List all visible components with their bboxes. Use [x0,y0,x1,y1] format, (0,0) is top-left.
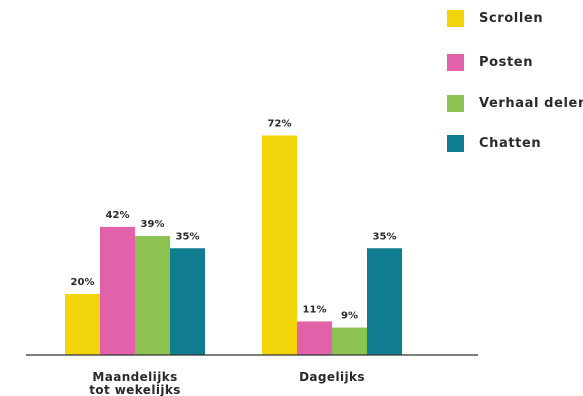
legend-item-scrollen: Scrollen [447,10,543,27]
legend-item-verhaal-delen: Verhaal delen [447,95,583,112]
legend-swatch-scrollen [447,10,464,27]
bars-group [65,135,402,355]
value-label-verhaal-delen-0: 39% [141,219,165,230]
value-label-chatten-0: 35% [176,231,200,242]
value-label-chatten-1: 35% [373,231,397,242]
category-label-0-line-1: tot wekelijks [89,383,181,396]
bar-chatten-0 [170,248,205,355]
value-label-verhaal-delen-1: 9% [341,311,358,322]
bar-posten-1 [297,321,332,355]
legend-label-verhaal-delen: Verhaal delen [479,96,583,111]
bar-scrollen-1 [262,135,297,355]
value-label-posten-0: 42% [106,210,130,221]
legend-label-scrollen: Scrollen [479,11,544,26]
value-label-posten-1: 11% [303,304,327,315]
legend-swatch-chatten [447,135,464,152]
bar-verhaal-delen-0 [135,236,170,355]
bar-scrollen-0 [65,294,100,355]
bar-posten-0 [100,226,135,355]
legend-swatch-posten [447,54,464,71]
value-label-scrollen-1: 72% [268,118,292,129]
legend-item-posten: Posten [447,54,533,71]
bar-verhaal-delen-1 [332,327,367,355]
value-label-scrollen-0: 20% [71,277,95,288]
value-labels-group: 20% 42% 39% 35% 72% 11% 9% 35% [71,118,397,321]
legend-label-chatten: Chatten [479,136,542,151]
category-label-1-line-0: Dagelijks [299,370,365,384]
bar-chatten-1 [367,248,402,355]
legend-label-posten: Posten [479,55,534,70]
legend-item-chatten: Chatten [447,135,541,152]
category-label-0-line-0: Maandelijks [92,370,177,384]
legend-swatch-verhaal-delen [447,95,464,112]
